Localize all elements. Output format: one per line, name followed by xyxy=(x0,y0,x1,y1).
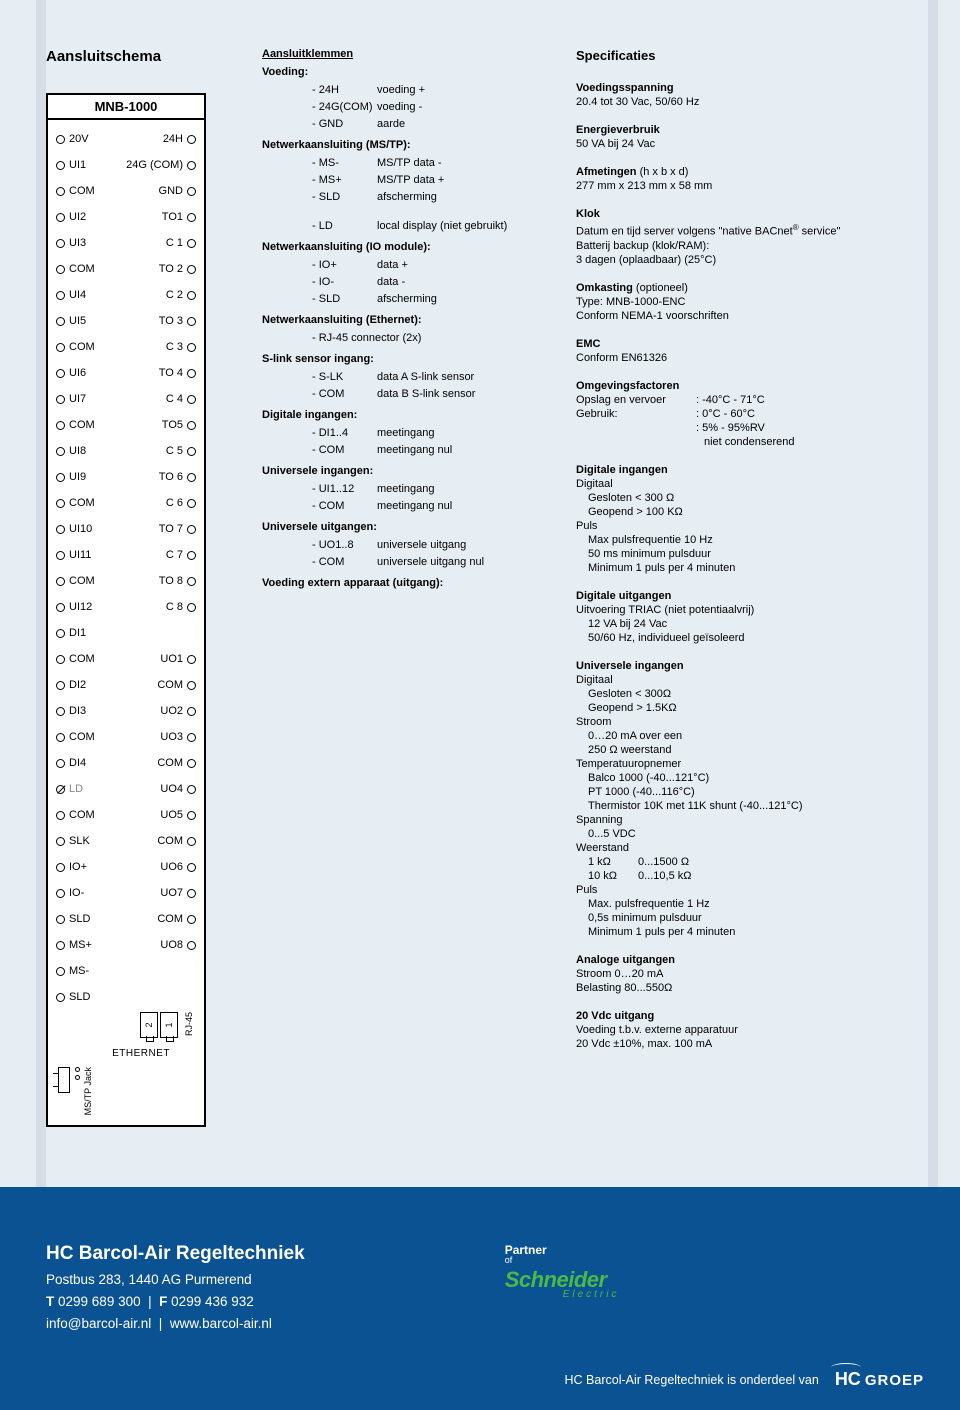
terminal-row: UI6TO 4 xyxy=(56,360,196,386)
terms-section-title: Netwerkaansluiting (IO module): xyxy=(262,241,546,253)
hc-groep-logo: HC GROEP xyxy=(835,1369,924,1390)
terminal-row: COMTO 2 xyxy=(56,256,196,282)
term-row: DI1..4meetingang xyxy=(262,425,546,442)
terms-section-title: Voeding: xyxy=(262,66,546,78)
terminal-row: MS- xyxy=(56,958,196,984)
spec-ao: Analoge uitgangenStroom 0…20 mABelasting… xyxy=(576,953,940,995)
device-title: MNB-1000 xyxy=(48,95,204,120)
terms-section-title: Voeding extern apparaat (uitgang): xyxy=(262,577,546,589)
spec-emc: EMCConform EN61326 xyxy=(576,337,940,365)
terms-header: Aansluitklemmen xyxy=(262,48,546,60)
term-row: COMmeetingang nul xyxy=(262,498,546,515)
spec-afm: Afmetingen (h x b x d)277 mm x 213 mm x … xyxy=(576,165,940,193)
spec-do: Digitale uitgangen Uitvoering TRIAC (nie… xyxy=(576,589,940,645)
mstp-jack: MS/TP Jack xyxy=(56,1067,196,1115)
terminal-row: DI3UO2 xyxy=(56,698,196,724)
ethernet-label: ETHERNET xyxy=(56,1048,196,1059)
terms-section-title: Universele uitgangen: xyxy=(262,521,546,533)
company-contact: info@barcol-air.nl | www.barcol-air.nl xyxy=(46,1313,305,1335)
term-row: COMuniversele uitgang nul xyxy=(262,554,546,571)
term-row: IO-data - xyxy=(262,274,546,291)
spec-energie: Energieverbruik50 VA bij 24 Vac xyxy=(576,123,940,151)
terms-section-title: Netwerkaansluiting (Ethernet): xyxy=(262,314,546,326)
terminal-row: UI3C 1 xyxy=(56,230,196,256)
term-row: IO+data + xyxy=(262,257,546,274)
spec-omgeving: Omgevingsfactoren Opslag en vervoer-40°C… xyxy=(576,379,940,449)
terminal-row: UI7C 4 xyxy=(56,386,196,412)
terminal-row: COMUO3 xyxy=(56,724,196,750)
term-row: LDlocal display (niet gebruikt) xyxy=(262,218,546,235)
terminal-row: UI124G (COM) xyxy=(56,152,196,178)
terminal-row: MS+UO8 xyxy=(56,932,196,958)
terminal-row: UI5TO 3 xyxy=(56,308,196,334)
terminal-row: SLKCOM xyxy=(56,828,196,854)
terminal-row: UI12C 8 xyxy=(56,594,196,620)
spec-klok: KlokDatum en tijd server volgens "native… xyxy=(576,207,940,267)
term-row: UO1..8universele uitgang xyxy=(262,537,546,554)
device-diagram: MNB-1000 20V24HUI124G (COM)COMGNDUI2TO1U… xyxy=(46,93,206,1127)
terms-section-title: Digitale ingangen: xyxy=(262,409,546,421)
spec-di: Digitale ingangen Digitaal Gesloten < 30… xyxy=(576,463,940,575)
partner-logo: Partner of Schneider Electric xyxy=(505,1243,620,1335)
terminal-row: IO+UO6 xyxy=(56,854,196,880)
terminal-row: COMUO1 xyxy=(56,646,196,672)
term-row: COMmeetingang nul xyxy=(262,442,546,459)
footer: HC Barcol-Air Regeltechniek Postbus 283,… xyxy=(0,1187,960,1410)
terminal-row: DI1 xyxy=(56,620,196,646)
term-row: MS+MS/TP data + xyxy=(262,172,546,189)
company-phone: T 0299 689 300 | F 0299 436 932 xyxy=(46,1291,305,1313)
term-row: RJ-45 connector (2x) xyxy=(262,330,546,347)
term-row: COMdata B S-link sensor xyxy=(262,386,546,403)
terminal-row: COMUO5 xyxy=(56,802,196,828)
terms-section-title: Netwerkaansluiting (MS/TP): xyxy=(262,139,546,151)
terminal-row: DI2COM xyxy=(56,672,196,698)
spec-omkasting: Omkasting (optioneel)Type: MNB-1000-ENCC… xyxy=(576,281,940,323)
terminal-row: IO-UO7 xyxy=(56,880,196,906)
terminal-row: UI2TO1 xyxy=(56,204,196,230)
footer-bottom-text: HC Barcol-Air Regeltechniek is onderdeel… xyxy=(565,1373,819,1387)
company-address: Postbus 283, 1440 AG Purmerend xyxy=(46,1269,305,1291)
terminal-row: 20V24H xyxy=(56,126,196,152)
ethernet-jacks: 21RJ-45 xyxy=(56,1012,196,1038)
spec-vdc: 20 Vdc uitgangVoeding t.b.v. externe app… xyxy=(576,1009,940,1051)
term-row: UI1..12meetingang xyxy=(262,481,546,498)
company-name: HC Barcol-Air Regeltechniek xyxy=(46,1243,305,1265)
specs-title: Specificaties xyxy=(576,48,940,63)
terminal-row: SLDCOM xyxy=(56,906,196,932)
term-row: GNDaarde xyxy=(262,116,546,133)
terminal-row: UI10TO 7 xyxy=(56,516,196,542)
terminal-row: UI8C 5 xyxy=(56,438,196,464)
terminal-row: COMC 3 xyxy=(56,334,196,360)
terminal-row: UI11C 7 xyxy=(56,542,196,568)
spec-voeding: Voedingsspanning20.4 tot 30 Vac, 50/60 H… xyxy=(576,81,940,109)
terminal-row: COMTO5 xyxy=(56,412,196,438)
terminal-row: COMC 6 xyxy=(56,490,196,516)
terminal-row: LDUO4 xyxy=(56,776,196,802)
term-row: 24Hvoeding + xyxy=(262,82,546,99)
term-row: 24G(COM)voeding - xyxy=(262,99,546,116)
terms-section-title: S-link sensor ingang: xyxy=(262,353,546,365)
spec-ui: Universele ingangen Digitaal Gesloten < … xyxy=(576,659,940,939)
terminal-row: COMGND xyxy=(56,178,196,204)
term-row: MS-MS/TP data - xyxy=(262,155,546,172)
terminal-row: SLD xyxy=(56,984,196,1010)
terminal-row: COMTO 8 xyxy=(56,568,196,594)
term-row: SLDafscherming xyxy=(262,291,546,308)
terms-section-title: Universele ingangen: xyxy=(262,465,546,477)
terminal-row: UI4C 2 xyxy=(56,282,196,308)
left-title: Aansluitschema xyxy=(46,48,246,65)
term-row: SLDafscherming xyxy=(262,189,546,206)
terminal-row: UI9TO 6 xyxy=(56,464,196,490)
term-row xyxy=(262,206,546,218)
term-row: S-LKdata A S-link sensor xyxy=(262,369,546,386)
terminal-row: DI4COM xyxy=(56,750,196,776)
